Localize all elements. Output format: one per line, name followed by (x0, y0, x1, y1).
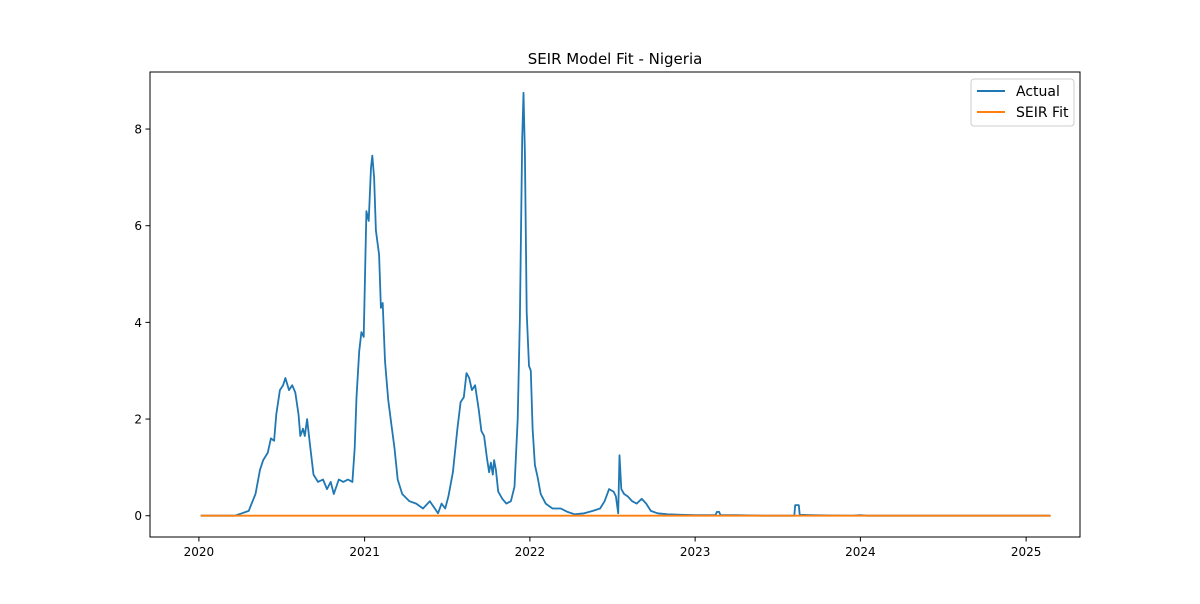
legend: Actual SEIR Fit (970, 78, 1075, 127)
y-axis-ticks: 0 2 4 6 8 (134, 123, 150, 523)
x-tick-label: 2025 (1011, 545, 1042, 559)
y-tick-label: 4 (134, 316, 142, 330)
legend-label-seir-fit: SEIR Fit (1016, 105, 1069, 121)
x-axis-ticks: 2020 2021 2022 2023 2024 2025 (184, 537, 1042, 559)
x-tick-label: 2024 (845, 545, 876, 559)
series-layer (200, 91, 1051, 517)
y-tick-label: 2 (134, 413, 142, 427)
plot-area: 2020 2021 2022 2023 2024 2025 0 2 4 6 8 (134, 71, 1081, 559)
y-tick-label: 8 (134, 123, 142, 137)
x-tick-label: 2022 (515, 545, 546, 559)
x-tick-label: 2020 (184, 545, 215, 559)
chart-title: SEIR Model Fit - Nigeria (528, 50, 703, 68)
x-tick-label: 2023 (680, 545, 711, 559)
series-line-actual (200, 91, 1051, 517)
y-tick-label: 6 (134, 219, 142, 233)
legend-label-actual: Actual (1016, 84, 1060, 100)
plot-frame (149, 71, 1081, 538)
x-tick-label: 2021 (349, 545, 380, 559)
y-tick-label: 0 (134, 509, 142, 523)
